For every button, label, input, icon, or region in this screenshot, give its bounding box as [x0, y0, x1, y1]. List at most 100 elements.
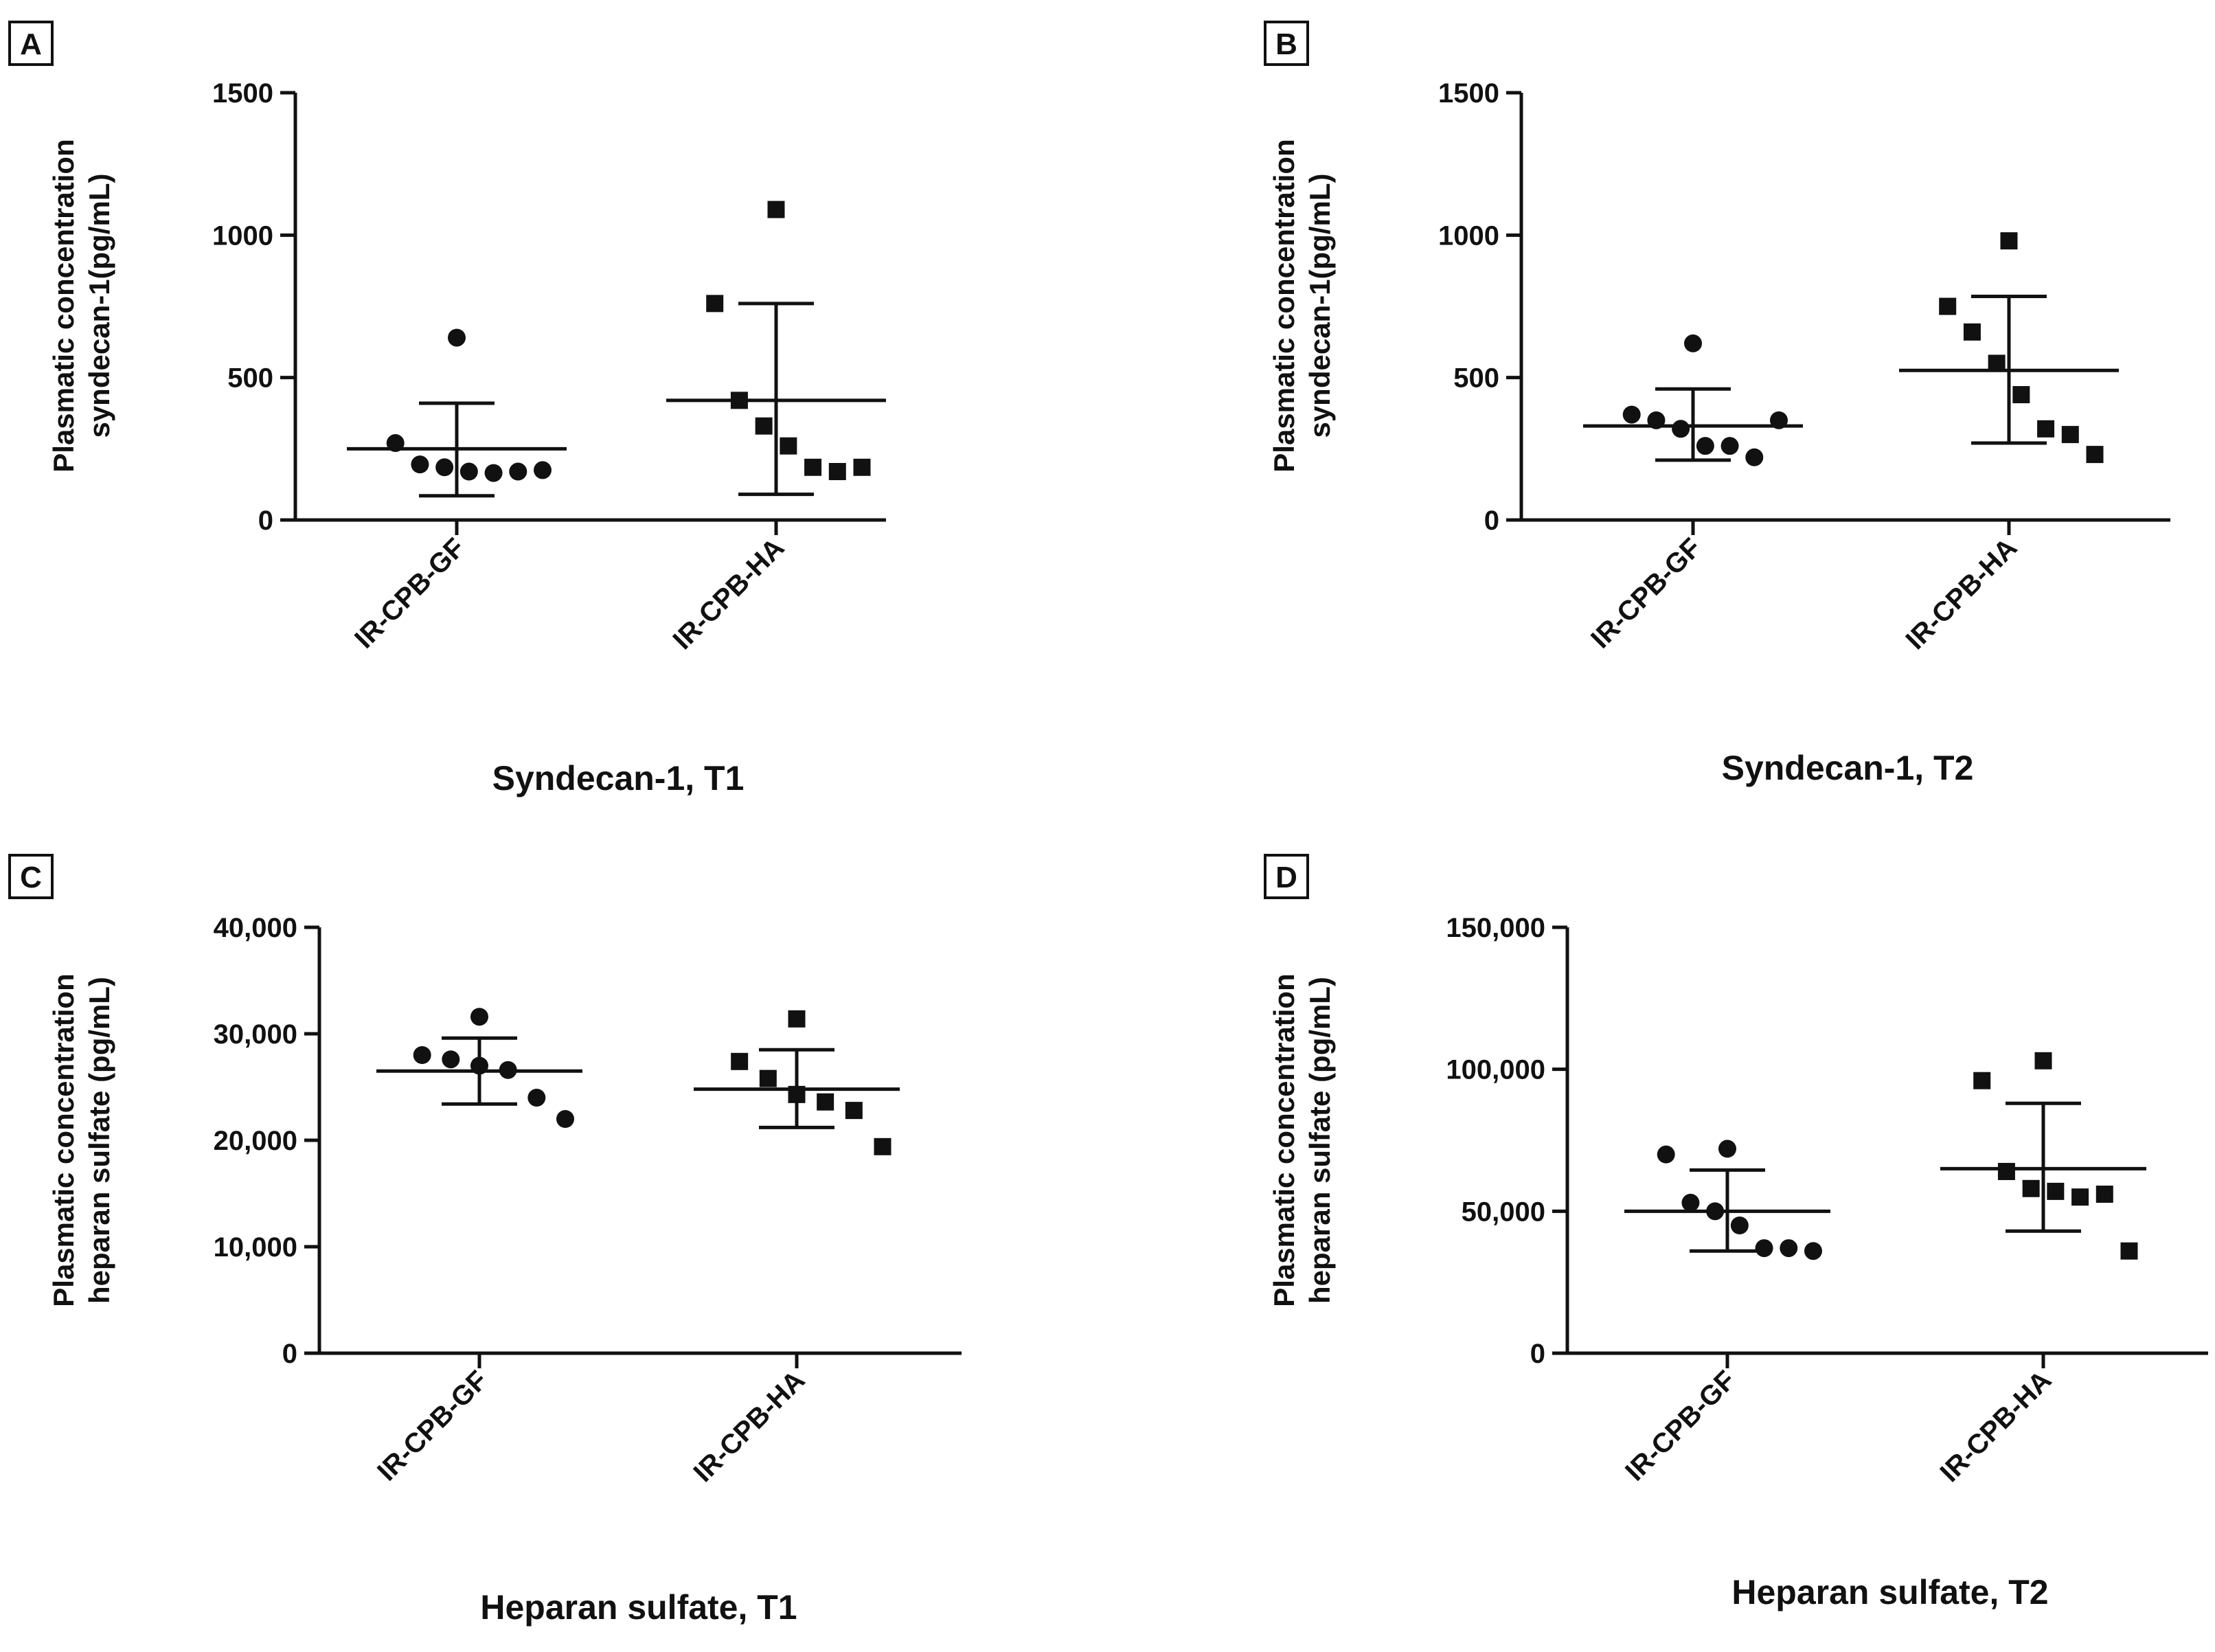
x-tick-label: IR-CPB-GF	[372, 1365, 493, 1486]
chart-title: Heparan sulfate, T2	[1731, 1573, 2048, 1611]
data-point	[845, 1102, 863, 1120]
data-point	[1718, 1140, 1736, 1158]
chart-panel-c: C 0 10,000 20,000 30,000 40,000 IR-CPB-GF IR-CP…	[8, 854, 962, 1627]
data-point	[386, 434, 405, 453]
y-axis-label-line: heparan sulfate (pg/mL)	[83, 977, 115, 1304]
y-tick-label: 100,000	[1446, 1055, 1545, 1085]
data-point	[411, 455, 429, 474]
data-point	[767, 201, 785, 218]
panel-badge-box	[1264, 854, 1309, 899]
series-ir-cpb-gf	[347, 328, 567, 498]
y-tick-label: 10,000	[214, 1232, 297, 1263]
panel-badge-box	[1264, 21, 1309, 66]
y-axis-label-line: syndecan-1(pg/mL)	[83, 173, 115, 438]
series-ir-cpb-ha	[1899, 232, 2119, 464]
data-point	[817, 1093, 834, 1111]
data-point	[706, 295, 724, 313]
chart-title: Syndecan-1, T1	[492, 759, 745, 797]
y-axis-label: Plasmatic concentration heparan sulfate (…	[1268, 973, 1336, 1306]
panel-letter: D	[1275, 861, 1297, 894]
y-tick-label: 20,000	[214, 1126, 297, 1156]
data-point	[853, 458, 871, 476]
data-point	[509, 462, 527, 481]
data-point	[1706, 1202, 1725, 1221]
data-point	[828, 463, 846, 481]
y-axis-label-line: heparan sulfate (pg/mL)	[1304, 977, 1336, 1304]
series-ir-cpb-gf	[376, 1008, 582, 1128]
y-tick-label: 0	[1530, 1339, 1545, 1369]
data-point	[470, 1056, 488, 1075]
y-tick-label: 50,000	[1462, 1197, 1545, 1227]
data-point	[2095, 1186, 2113, 1203]
data-point	[470, 1008, 488, 1026]
y-tick-label: 1500	[212, 78, 273, 109]
chart-panel-d: D 0 50,000 100,000 150,000 IR-CPB-GF IR-CPB-HA…	[1264, 854, 2208, 1611]
y-axis-label-line: Plasmatic concentration	[1268, 139, 1300, 472]
x-tick-label: IR-CPB-GF	[1620, 1365, 1741, 1486]
x-tick-label: IR-CPB-HA	[1935, 1365, 2058, 1488]
panel-letter: B	[1275, 27, 1297, 61]
data-point	[731, 1052, 749, 1070]
data-point	[2034, 1052, 2052, 1070]
data-point	[1963, 323, 1981, 341]
x-tick-label: IR-CPB-GF	[349, 532, 470, 654]
series-ir-cpb-gf	[1583, 334, 1803, 466]
data-point	[527, 1089, 546, 1107]
panel-letter: C	[20, 861, 42, 894]
data-point	[1672, 420, 1690, 438]
series-ir-cpb-gf	[1624, 1140, 1830, 1260]
data-point	[442, 1050, 460, 1069]
data-point	[499, 1061, 517, 1079]
panel-letter: A	[20, 27, 42, 61]
data-point	[730, 392, 748, 409]
chart-panel-b: B 0 500 1000 1500 IR-CPB-GF IR-CPB-HA Plasmatic…	[1264, 21, 2170, 787]
y-tick-label: 0	[282, 1339, 297, 1369]
y-tick-label: 1000	[1438, 220, 1499, 251]
y-tick-label: 1000	[212, 220, 273, 251]
x-tick-label: IR-CPB-HA	[1900, 532, 2023, 655]
data-point	[1720, 437, 1739, 455]
data-point	[2086, 446, 2104, 464]
y-tick-label: 40,000	[214, 913, 297, 943]
y-axis-label: Plasmatic concentration heparan sulfate (…	[47, 973, 115, 1306]
data-point	[755, 417, 773, 435]
data-point	[1770, 411, 1788, 429]
data-point	[788, 1010, 806, 1028]
data-point	[413, 1046, 431, 1064]
data-point	[2071, 1188, 2089, 1206]
data-point	[556, 1110, 574, 1128]
x-tick-label: IR-CPB-HA	[668, 532, 791, 655]
data-point	[1696, 437, 1714, 455]
y-tick-label: 500	[227, 363, 273, 394]
data-point	[1684, 334, 1702, 352]
data-point	[1755, 1239, 1773, 1258]
series-ir-cpb-ha	[666, 201, 886, 497]
y-tick-label: 30,000	[214, 1019, 297, 1050]
y-tick-label: 0	[1484, 506, 1499, 536]
data-point	[788, 1085, 806, 1103]
y-axis-label-line: Plasmatic concentration	[1268, 973, 1300, 1306]
data-point	[780, 437, 797, 455]
y-axis-label-line: Plasmatic concentration	[47, 973, 80, 1306]
y-axis-label-line: syndecan-1(pg/mL)	[1304, 173, 1336, 438]
panel-badge-box	[8, 21, 54, 66]
chart-panel-a: A 0 500 1000 1500 IR-CPB-GF IR-CPB-HA Plasmatic…	[8, 21, 886, 797]
data-point	[1647, 411, 1666, 429]
y-axis-label: Plasmatic concentration syndecan-1(pg/mL)	[47, 139, 115, 472]
data-point	[759, 1070, 777, 1087]
y-axis-label: Plasmatic concentration syndecan-1(pg/mL)	[1268, 139, 1336, 472]
data-point	[459, 462, 478, 481]
data-point	[2047, 1182, 2065, 1200]
y-tick-label: 150,000	[1446, 913, 1545, 943]
data-point	[448, 328, 466, 347]
series-ir-cpb-ha	[694, 1010, 900, 1155]
data-point	[1745, 448, 1764, 466]
x-tick-label: IR-CPB-HA	[688, 1365, 811, 1488]
panel-badge-box	[8, 854, 54, 899]
data-point	[435, 458, 454, 477]
data-point	[1622, 405, 1641, 424]
chart-title: Syndecan-1, T2	[1722, 749, 1974, 787]
x-tick-label: IR-CPB-GF	[1585, 532, 1707, 654]
data-point	[2012, 386, 2030, 404]
